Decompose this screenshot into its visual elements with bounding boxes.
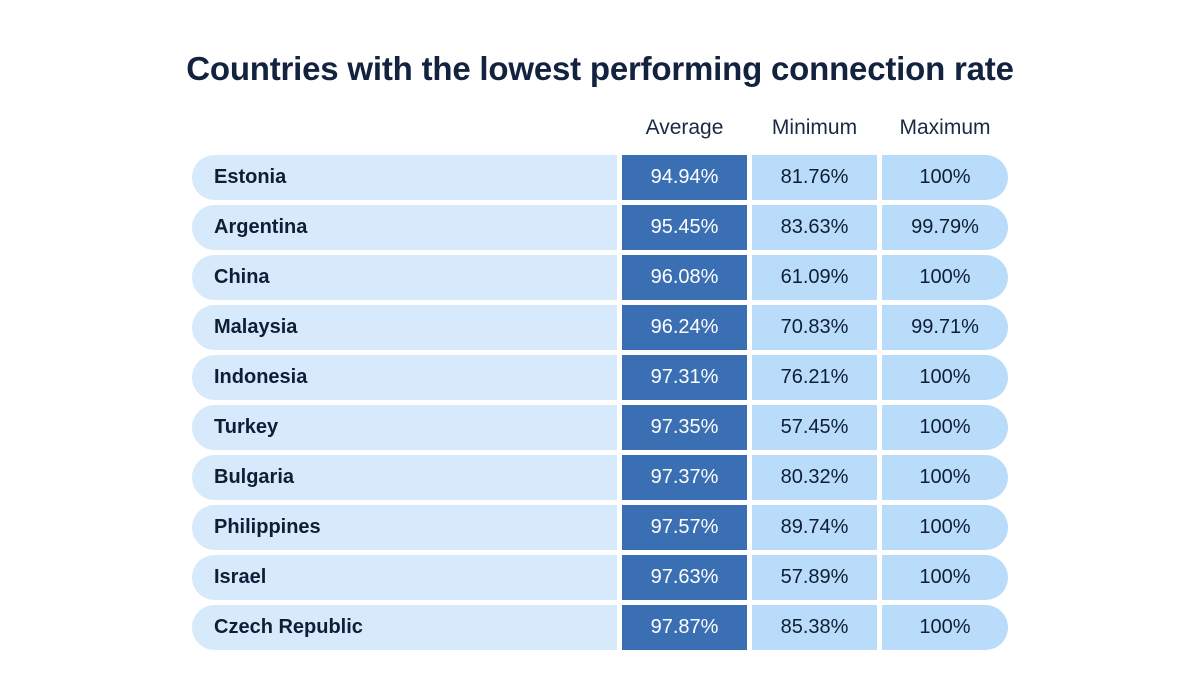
table-row: Turkey 97.35% 57.45% 100%: [0, 405, 1200, 450]
table-row: Malaysia 96.24% 70.83% 99.71%: [0, 305, 1200, 350]
average-cell: 97.87%: [622, 605, 747, 650]
minimum-cell: 89.74%: [752, 505, 877, 550]
country-cell: Bulgaria: [192, 455, 617, 500]
table-row: Indonesia 97.31% 76.21% 100%: [0, 355, 1200, 400]
average-cell: 97.57%: [622, 505, 747, 550]
minimum-cell: 61.09%: [752, 255, 877, 300]
average-cell: 96.24%: [622, 305, 747, 350]
maximum-cell: 100%: [882, 255, 1008, 300]
column-header-minimum: Minimum: [771, 116, 858, 139]
maximum-cell: 100%: [882, 355, 1008, 400]
column-header-maximum: Maximum: [899, 116, 991, 139]
country-cell: Indonesia: [192, 355, 617, 400]
table-row: Argentina 95.45% 83.63% 99.79%: [0, 205, 1200, 250]
minimum-cell: 85.38%: [752, 605, 877, 650]
table-row: Israel 97.63% 57.89% 100%: [0, 555, 1200, 600]
maximum-cell: 100%: [882, 605, 1008, 650]
average-cell: 97.37%: [622, 455, 747, 500]
country-cell: Philippines: [192, 505, 617, 550]
country-cell: Turkey: [192, 405, 617, 450]
maximum-cell: 100%: [882, 155, 1008, 200]
average-cell: 96.08%: [622, 255, 747, 300]
maximum-cell: 99.79%: [882, 205, 1008, 250]
average-cell: 97.63%: [622, 555, 747, 600]
maximum-cell: 100%: [882, 455, 1008, 500]
minimum-cell: 57.45%: [752, 405, 877, 450]
table-row: Bulgaria 97.37% 80.32% 100%: [0, 455, 1200, 500]
table-row: Estonia 94.94% 81.76% 100%: [0, 155, 1200, 200]
table-row: Czech Republic 97.87% 85.38% 100%: [0, 605, 1200, 650]
minimum-cell: 80.32%: [752, 455, 877, 500]
minimum-cell: 81.76%: [752, 155, 877, 200]
country-cell: China: [192, 255, 617, 300]
minimum-cell: 70.83%: [752, 305, 877, 350]
table-row: China 96.08% 61.09% 100%: [0, 255, 1200, 300]
country-cell: Argentina: [192, 205, 617, 250]
country-cell: Malaysia: [192, 305, 617, 350]
maximum-cell: 100%: [882, 555, 1008, 600]
table-row: Philippines 97.57% 89.74% 100%: [0, 505, 1200, 550]
maximum-cell: 100%: [882, 505, 1008, 550]
average-cell: 97.31%: [622, 355, 747, 400]
chart-title: Countries with the lowest performing con…: [186, 50, 1014, 87]
minimum-cell: 76.21%: [752, 355, 877, 400]
column-header-average: Average: [645, 116, 724, 139]
maximum-cell: 100%: [882, 405, 1008, 450]
minimum-cell: 57.89%: [752, 555, 877, 600]
country-cell: Israel: [192, 555, 617, 600]
average-cell: 94.94%: [622, 155, 747, 200]
average-cell: 95.45%: [622, 205, 747, 250]
maximum-cell: 99.71%: [882, 305, 1008, 350]
country-cell: Estonia: [192, 155, 617, 200]
country-cell: Czech Republic: [192, 605, 617, 650]
minimum-cell: 83.63%: [752, 205, 877, 250]
column-header-row: Average Minimum Maximum: [0, 116, 1200, 144]
average-cell: 97.35%: [622, 405, 747, 450]
